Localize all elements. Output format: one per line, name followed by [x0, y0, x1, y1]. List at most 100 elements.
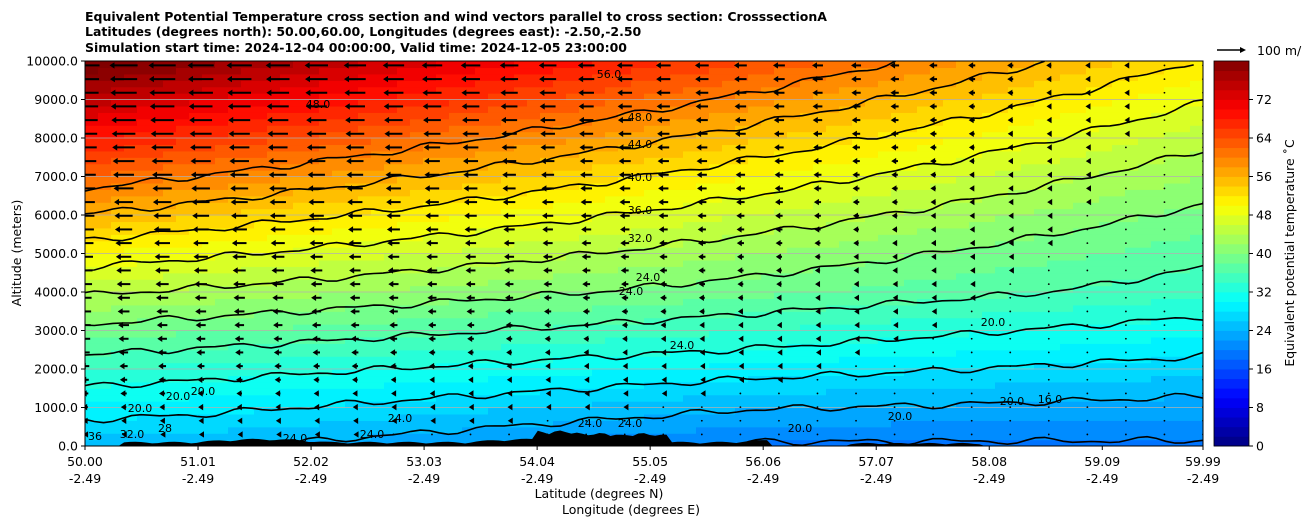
contour-band-cell: [865, 253, 879, 261]
contour-band-cell: [436, 215, 450, 223]
contour-band-cell: [930, 433, 944, 441]
contour-band-cell: [98, 99, 112, 107]
contour-band-cell: [137, 195, 151, 203]
contour-band-cell: [111, 163, 125, 171]
contour-band-cell: [124, 189, 138, 197]
contour-band-cell: [670, 388, 684, 396]
contour-band-cell: [878, 292, 892, 300]
contour-band-cell: [280, 227, 294, 235]
contour-band-cell: [241, 125, 255, 133]
contour-band-cell: [605, 240, 619, 248]
contour-band-cell: [553, 144, 567, 152]
contour-band-cell: [709, 330, 723, 338]
contour-band-cell: [735, 420, 749, 428]
contour-band-cell: [826, 215, 840, 223]
contour-band-cell: [436, 138, 450, 146]
contour-band-cell: [969, 272, 983, 280]
contour-band-cell: [722, 304, 736, 312]
contour-band-cell: [592, 336, 606, 344]
contour-band-cell: [878, 330, 892, 338]
contour-band-cell: [995, 292, 1009, 300]
contour-band-cell: [748, 118, 762, 126]
contour-band-cell: [748, 324, 762, 332]
contour-band-cell: [345, 439, 359, 446]
contour-band-cell: [436, 125, 450, 133]
contour-band-cell: [137, 227, 151, 235]
contour-band-cell: [683, 189, 697, 197]
contour-band-cell: [85, 131, 99, 139]
contour-band-cell: [787, 105, 801, 113]
contour-band-cell: [1008, 330, 1022, 338]
contour-band-cell: [293, 349, 307, 357]
contour-band-cell: [1060, 324, 1074, 332]
contour-band-cell: [995, 67, 1009, 75]
contour-band-cell: [111, 195, 125, 203]
contour-band-cell: [1086, 189, 1100, 197]
contour-band-cell: [241, 356, 255, 364]
contour-band-cell: [657, 259, 671, 267]
contour-band-cell: [956, 182, 970, 190]
contour-band-cell: [1047, 349, 1061, 357]
contour-band-cell: [137, 324, 151, 332]
contour-band-cell: [514, 343, 528, 351]
contour-band-cell: [410, 144, 424, 152]
contour-band-cell: [839, 311, 853, 319]
contour-band-cell: [202, 195, 216, 203]
contour-band-cell: [657, 426, 671, 434]
contour-band-cell: [540, 247, 554, 255]
contour-band-cell: [839, 93, 853, 101]
contour-band-cell: [488, 292, 502, 300]
contour-band-cell: [85, 118, 99, 126]
contour-band-cell: [449, 247, 463, 255]
contour-band-cell: [566, 266, 580, 274]
contour-band-cell: [1047, 189, 1061, 197]
contour-band-cell: [293, 407, 307, 415]
contour-band-cell: [332, 349, 346, 357]
contour-band-cell: [384, 118, 398, 126]
contour-band-cell: [969, 144, 983, 152]
contour-band-cell: [241, 176, 255, 184]
contour-band-cell: [982, 292, 996, 300]
contour-band-cell: [1086, 202, 1100, 210]
contour-band-cell: [930, 73, 944, 81]
contour-band-cell: [891, 105, 905, 113]
contour-band-cell: [462, 336, 476, 344]
contour-band-cell: [865, 356, 879, 364]
contour-band-cell: [202, 131, 216, 139]
contour-band-cell: [397, 298, 411, 306]
contour-band-cell: [371, 426, 385, 434]
contour-band-cell: [1099, 279, 1113, 287]
contour-band-cell: [982, 67, 996, 75]
contour-band-cell: [865, 401, 879, 409]
contour-band-cell: [1138, 138, 1152, 146]
contour-band-cell: [1125, 99, 1139, 107]
contour-band-cell: [306, 247, 320, 255]
contour-band-cell: [618, 324, 632, 332]
contour-band-cell: [462, 298, 476, 306]
contour-band-cell: [371, 195, 385, 203]
contour-band-cell: [540, 67, 554, 75]
contour-band-cell: [449, 388, 463, 396]
contour-band-cell: [215, 182, 229, 190]
contour-band-cell: [995, 234, 1009, 242]
contour-band-cell: [839, 170, 853, 178]
contour-band-cell: [1125, 375, 1139, 383]
contour-band-cell: [891, 279, 905, 287]
contour-band-cell: [1060, 369, 1074, 377]
contour-band-cell: [462, 112, 476, 120]
contour-band-cell: [371, 381, 385, 389]
contour-band-cell: [475, 381, 489, 389]
contour-band-cell: [969, 426, 983, 434]
contour-band-cell: [527, 292, 541, 300]
contour-band-cell: [1164, 356, 1178, 364]
contour-band-cell: [1151, 105, 1165, 113]
contour-band-cell: [345, 150, 359, 158]
contour-band-cell: [943, 433, 957, 441]
contour-band-cell: [514, 215, 528, 223]
contour-band-cell: [332, 67, 346, 75]
contour-band-cell: [436, 433, 450, 441]
contour-band-cell: [98, 215, 112, 223]
contour-band-cell: [410, 433, 424, 441]
contour-band-cell: [98, 73, 112, 81]
contour-band-cell: [1112, 61, 1126, 69]
